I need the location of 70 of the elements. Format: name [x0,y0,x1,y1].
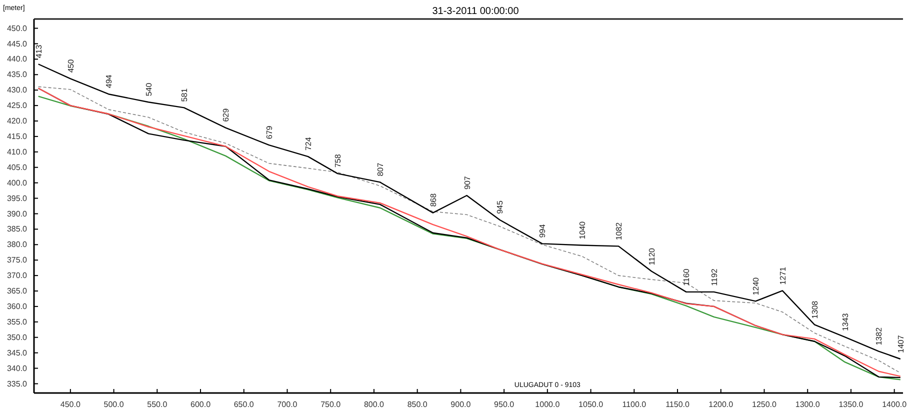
x-tick-label: 850.0 [407,400,428,410]
annotation: 413 [34,44,44,58]
annotation: 1160 [682,268,692,286]
y-tick-label: 335.0 [6,379,28,388]
y-tick-label: 340.0 [6,364,28,373]
x-tick-label: 1300.0 [795,400,820,410]
y-tick-label: 390.0 [6,209,28,218]
y-tick-label: 365.0 [6,286,28,296]
x-tick-label: 1050.0 [578,400,604,410]
annotation: 540 [144,82,154,96]
y-tick-label: 350.0 [6,332,28,342]
annotation: 450 [66,58,76,73]
x-tick-label: 750.0 [320,400,342,410]
y-tick-label: 400.0 [6,178,28,188]
x-tick-label: 1350.0 [838,400,864,410]
y-tick-label: 345.0 [6,348,28,358]
x-tick-label: 1200.0 [708,400,734,410]
annotation: 945 [496,200,505,214]
annotation: 1040 [578,220,588,240]
y-tick-label: 360.0 [6,302,28,312]
x-tick-label: 600.0 [190,400,212,410]
annotation: 1240 [752,276,761,296]
y-tick-label: 445.0 [6,39,28,48]
annotation: 724 [304,136,314,151]
y-tick-label: 380.0 [6,240,28,250]
annotation: 1271 [778,266,788,285]
annotation: 907 [462,176,472,190]
annotation: 1308 [810,300,820,319]
annotation: 1120 [647,247,656,266]
x-tick-label: 650.0 [234,400,254,410]
y-tick-label: 415.0 [6,132,28,142]
y-tick-label: 405.0 [6,162,28,172]
annotation: 994 [538,224,548,238]
annotation: 1343 [840,312,850,332]
annotation: 1082 [614,222,624,240]
y-tick-label: 435.0 [6,70,28,80]
x-tick-label: 1100.0 [622,400,647,410]
annotation: 1407 [896,334,906,353]
x-tick-label: 500.0 [104,400,124,410]
x-tick-label: 800.0 [364,400,385,410]
annotation: 494 [104,74,114,88]
annotation: 1382 [874,326,884,346]
annotation: 629 [222,108,231,122]
y-tick-label: 420.0 [6,116,28,126]
y-tick-label: 410.0 [6,147,28,156]
x-tick-label: 900.0 [450,400,472,410]
annotation: 1192 [710,268,719,286]
chart-title: 31-3-2011 00:00:00 [432,6,520,17]
y-tick-label: 425.0 [6,101,28,110]
x-tick-label: 1000.0 [535,400,560,410]
y-tick-label: 385.0 [6,224,28,234]
annotation: 807 [376,162,386,176]
annotation: 758 [334,154,343,168]
x-tick-label: 1400.0 [882,400,908,410]
y-tick-label: 450.0 [6,24,28,33]
y-tick-label: 355.0 [6,317,28,326]
y-tick-label: 440.0 [6,54,28,64]
annotation: 581 [180,88,190,102]
x-tick-label: 550.0 [147,400,168,410]
x-tick-label: 1250.0 [752,400,778,410]
x-tick-label: 950.0 [494,400,515,410]
y-tick-label: 375.0 [6,256,28,265]
annotation: 679 [265,125,274,140]
y-tick-label: 395.0 [6,194,28,203]
annotation: 868 [428,192,438,207]
y-tick-label: 370.0 [6,271,28,280]
x-tick-label: 450.0 [60,400,81,410]
x-tick-label: 1150.0 [666,400,690,410]
y-tick-label: 430.0 [6,86,28,95]
x-tick-label: 700.0 [277,400,298,410]
